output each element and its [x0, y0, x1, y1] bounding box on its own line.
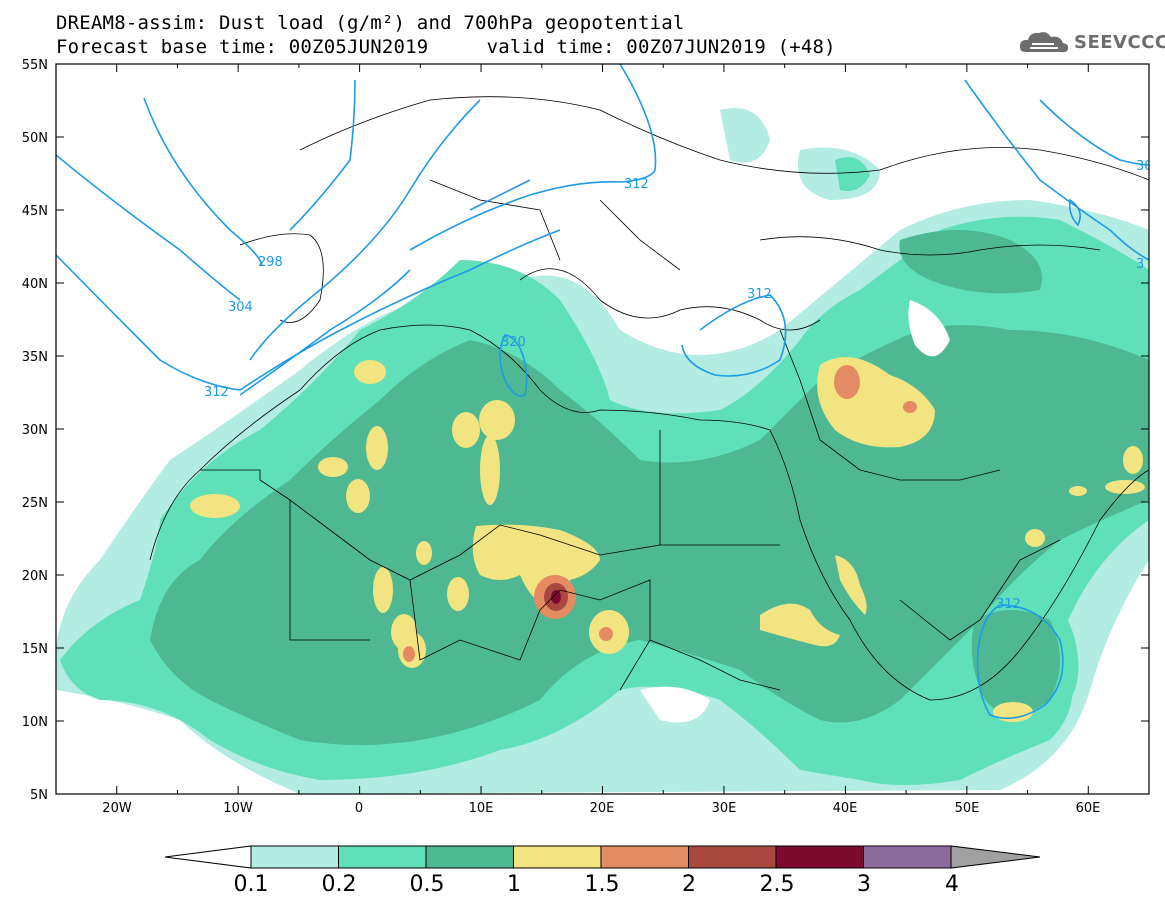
contour-label: 304: [228, 300, 253, 315]
lon-label: 10E: [469, 801, 494, 816]
colorbar-label: 0.2: [322, 872, 357, 897]
colorbar-box: [513, 845, 602, 869]
colorbar-label: 1: [507, 872, 521, 897]
cloud-logo-icon: [1019, 32, 1069, 53]
latitude-labels: 55N 50N 45N 40N 35N 30N 25N 20N 15N 10N …: [22, 58, 48, 803]
lat-label: 10N: [22, 715, 48, 730]
colorbar-box: [250, 845, 339, 869]
colorbar-label: 2: [682, 872, 696, 897]
colorbar-box: [775, 845, 864, 869]
lat-label: 15N: [22, 642, 48, 657]
lon-label: 60E: [1076, 801, 1101, 816]
colorbar-label: 0.5: [410, 872, 445, 897]
lon-label: 20W: [102, 801, 132, 816]
colorbar-box: [425, 845, 514, 869]
colorbar-box: [338, 845, 427, 869]
lat-label: 50N: [22, 131, 48, 146]
map-title: DREAM8-assim: Dust load (g/m²) and 700hP…: [56, 12, 685, 34]
colorbar-box: [863, 845, 952, 869]
longitude-labels: 20W 10W 0 10E 20E 30E 40E 50E 60E: [102, 801, 1100, 816]
colorbar-label: 2.5: [760, 872, 795, 897]
dust-shading: 298 304 312 320 312 312 312 30 3: [56, 64, 1153, 794]
lon-label: 10W: [223, 801, 253, 816]
contour-label: 298: [258, 255, 283, 270]
lat-label: 5N: [30, 788, 48, 803]
contour-label: 30: [1136, 159, 1153, 174]
contour-label: 312: [624, 177, 649, 192]
lat-label: 55N: [22, 58, 48, 73]
geopotential-contours: [56, 64, 1149, 720]
lat-label: 40N: [22, 277, 48, 292]
lon-label: 50E: [955, 801, 980, 816]
lat-label: 35N: [22, 350, 48, 365]
map-subtitle: Forecast base time: 00Z05JUN2019 valid t…: [56, 36, 836, 58]
lat-label: 25N: [22, 496, 48, 511]
colorbar-low-extend: [164, 845, 252, 869]
contour-label: 312: [204, 385, 229, 400]
colorbar-label: 4: [945, 872, 959, 897]
lon-label: 40E: [833, 801, 858, 816]
lat-label: 20N: [22, 569, 48, 584]
lon-label: 30E: [712, 801, 737, 816]
colorbar-label: 1.5: [585, 872, 620, 897]
colorbar-box: [688, 845, 777, 869]
colorbar-box: [600, 845, 689, 869]
contour-label: 312: [747, 287, 772, 302]
dust-level-1.5: [403, 365, 917, 662]
coastlines-borders: [149, 96, 1149, 701]
axis-ticks: [55, 63, 1150, 795]
contour-label: 320: [501, 335, 526, 350]
dust-level-2.5: [551, 590, 561, 604]
colorbar-labels: 0.1 0.2 0.5 1 1.5 2 2.5 3 4: [234, 872, 960, 897]
lon-label: 0: [355, 801, 363, 816]
lat-label: 45N: [22, 204, 48, 219]
lon-label: 20E: [590, 801, 615, 816]
lat-label: 30N: [22, 423, 48, 438]
logo-text: SEEVCCC: [1074, 31, 1165, 53]
colorbar-boxes: [164, 845, 1041, 869]
geopotential-labels: 298 304 312 320 312 312 312 30 3: [204, 159, 1153, 612]
seevccc-logo: SEEVCCC: [1018, 28, 1165, 56]
colorbar-label: 0.1: [234, 872, 269, 897]
contour-label: 312: [996, 597, 1021, 612]
dust-free-areas: [640, 300, 950, 723]
colorbar-high-extend: [950, 845, 1041, 869]
colorbar-label: 3: [857, 872, 871, 897]
contour-label: 3: [1136, 257, 1144, 272]
